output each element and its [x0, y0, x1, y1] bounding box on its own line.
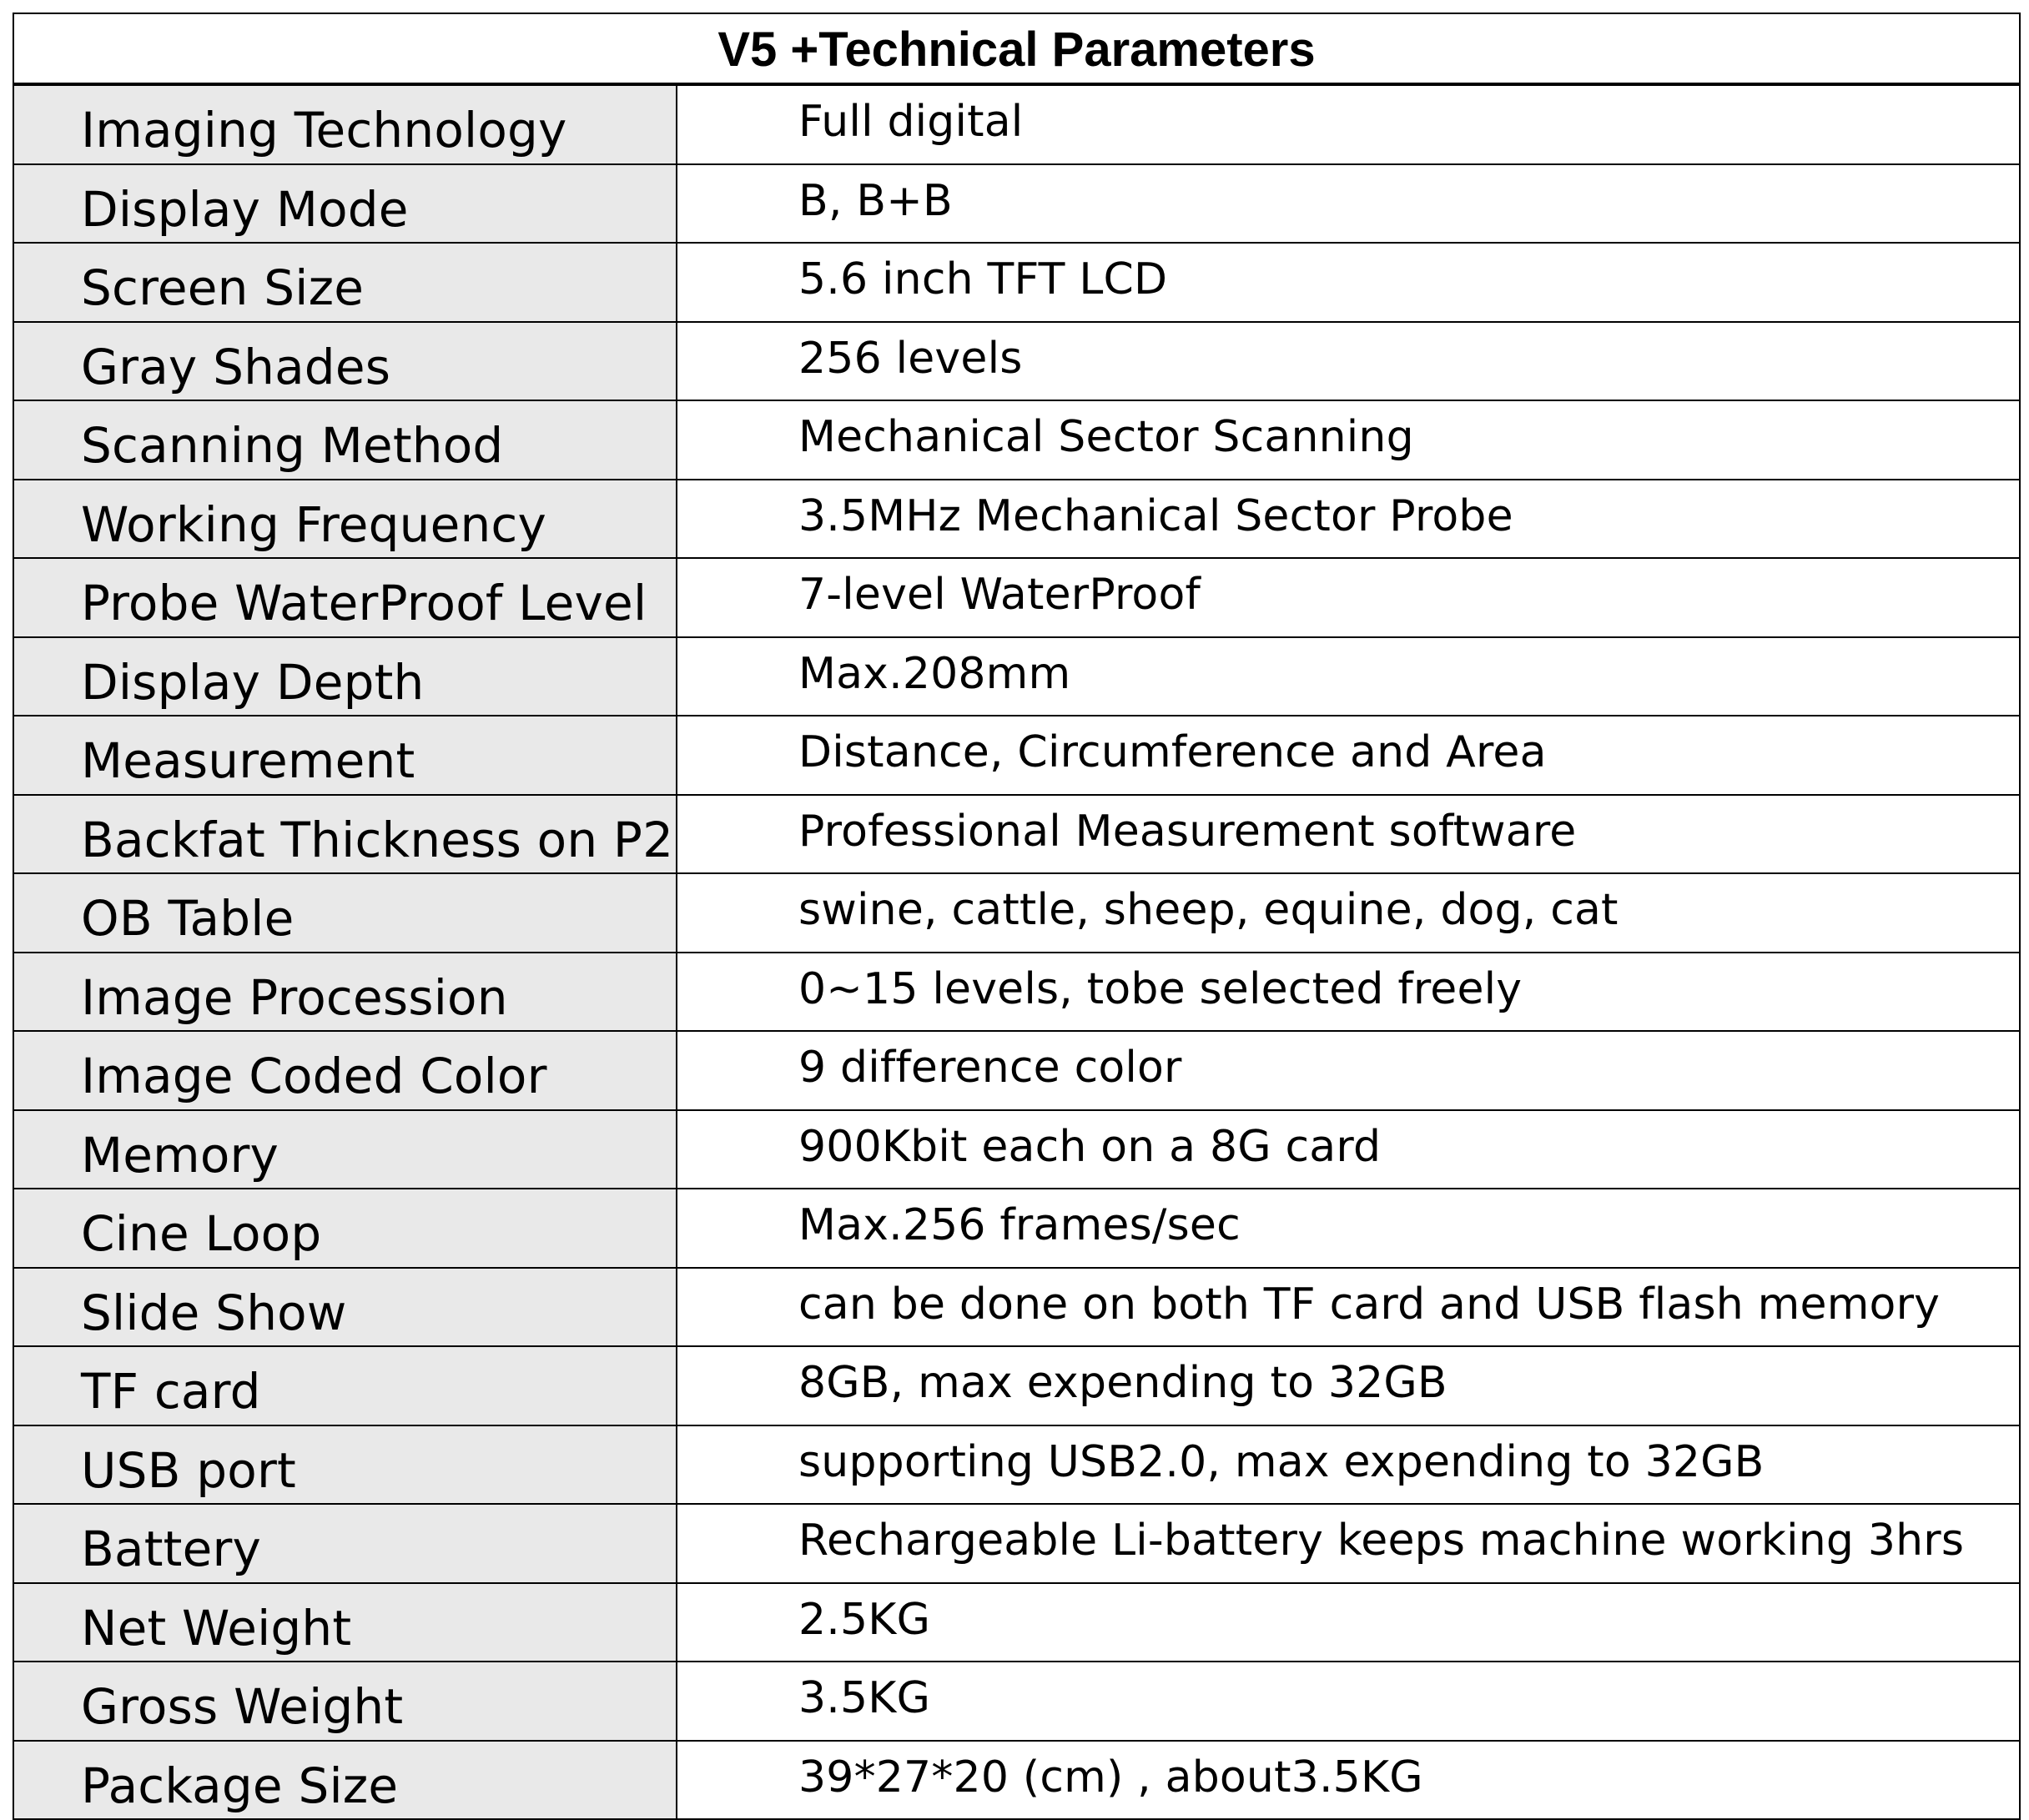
table-row: TF card 8GB, max expending to 32GB [13, 1345, 2021, 1426]
table-row: Probe WaterProof Level 7-level WaterProo… [13, 557, 2021, 638]
table-row: Image Procession 0~15 levels, tobe selec… [13, 951, 2021, 1032]
parameter-name: Gross Weight [13, 1661, 677, 1742]
table-title: V5 +Technical Parameters [13, 13, 2021, 86]
parameter-value: Max.256 frames/sec [676, 1188, 2021, 1269]
parameter-name: Display Depth [13, 636, 677, 716]
parameter-value: B, B+B [676, 163, 2021, 244]
table-row: Image Coded Color 9 difference color [13, 1030, 2021, 1111]
parameter-value: Rechargeable Li-battery keeps machine wo… [676, 1503, 2021, 1584]
parameter-value: Mechanical Sector Scanning [676, 400, 2021, 480]
parameter-value: 256 levels [676, 320, 2021, 401]
table-row: Gross Weight 3.5KG [13, 1661, 2021, 1742]
table-row: USB port supporting USB2.0, max expendin… [13, 1424, 2021, 1505]
table-row: Imaging Technology Full digital [13, 83, 2021, 165]
parameter-value: 3.5MHz Mechanical Sector Probe [676, 478, 2021, 559]
parameter-value: 3.5KG [676, 1661, 2021, 1742]
parameter-name: Package Size [13, 1739, 677, 1820]
table-row: Net Weight 2.5KG [13, 1581, 2021, 1662]
parameter-name: Imaging Technology [13, 83, 677, 165]
table-row: OB Table swine, cattle, sheep, equine, d… [13, 872, 2021, 953]
parameter-value: 0~15 levels, tobe selected freely [676, 951, 2021, 1032]
parameter-value: 5.6 inch TFT LCD [676, 242, 2021, 323]
table-row: Cine Loop Max.256 frames/sec [13, 1188, 2021, 1269]
parameter-name: Display Mode [13, 163, 677, 244]
parameter-name: OB Table [13, 872, 677, 953]
parameter-name: Cine Loop [13, 1188, 677, 1269]
table-row: Working Frequency 3.5MHz Mechanical Sect… [13, 478, 2021, 559]
table-row: Memory 900Kbit each on a 8G card [13, 1109, 2021, 1189]
table-row: Screen Size 5.6 inch TFT LCD [13, 242, 2021, 323]
table-row: Display Mode B, B+B [13, 163, 2021, 244]
table-row: Slide Show can be done on both TF card a… [13, 1266, 2021, 1347]
parameter-name: Backfat Thickness on P2 [13, 793, 677, 874]
parameter-value: Full digital [676, 83, 2021, 165]
table-row: Measurement Distance, Circumference and … [13, 715, 2021, 796]
parameter-value: 8GB, max expending to 32GB [676, 1345, 2021, 1426]
parameter-value: Distance, Circumference and Area [676, 715, 2021, 796]
parameter-value: 7-level WaterProof [676, 557, 2021, 638]
technical-parameters-table: V5 +Technical Parameters Imaging Technol… [13, 13, 2021, 1820]
table-row: Battery Rechargeable Li-battery keeps ma… [13, 1503, 2021, 1584]
parameter-name: Screen Size [13, 242, 677, 323]
parameter-value: supporting USB2.0, max expending to 32GB [676, 1424, 2021, 1505]
parameter-value: swine, cattle, sheep, equine, dog, cat [676, 872, 2021, 953]
parameter-value: Professional Measurement software [676, 793, 2021, 874]
parameter-value: 39*27*20 (cm) , about3.5KG [676, 1739, 2021, 1820]
table-row: Display Depth Max.208mm [13, 636, 2021, 716]
parameter-name: USB port [13, 1424, 677, 1505]
table-header-row: V5 +Technical Parameters [13, 13, 2021, 86]
table-row: Scanning Method Mechanical Sector Scanni… [13, 400, 2021, 480]
parameter-name: Probe WaterProof Level [13, 557, 677, 638]
parameter-value: Max.208mm [676, 636, 2021, 716]
parameter-name: Working Frequency [13, 478, 677, 559]
parameter-value: can be done on both TF card and USB flas… [676, 1266, 2021, 1347]
parameter-value: 900Kbit each on a 8G card [676, 1109, 2021, 1189]
parameter-name: Memory [13, 1109, 677, 1189]
parameter-name: Measurement [13, 715, 677, 796]
parameter-name: TF card [13, 1345, 677, 1426]
parameter-value: 9 difference color [676, 1030, 2021, 1111]
parameter-name: Image Procession [13, 951, 677, 1032]
parameter-name: Image Coded Color [13, 1030, 677, 1111]
parameter-value: 2.5KG [676, 1581, 2021, 1662]
parameter-name: Net Weight [13, 1581, 677, 1662]
parameter-name: Gray Shades [13, 320, 677, 401]
parameter-name: Battery [13, 1503, 677, 1584]
table-row: Package Size 39*27*20 (cm) , about3.5KG [13, 1739, 2021, 1820]
table-row: Backfat Thickness on P2 Professional Mea… [13, 793, 2021, 874]
parameter-name: Scanning Method [13, 400, 677, 480]
table-row: Gray Shades 256 levels [13, 320, 2021, 401]
parameter-name: Slide Show [13, 1266, 677, 1347]
